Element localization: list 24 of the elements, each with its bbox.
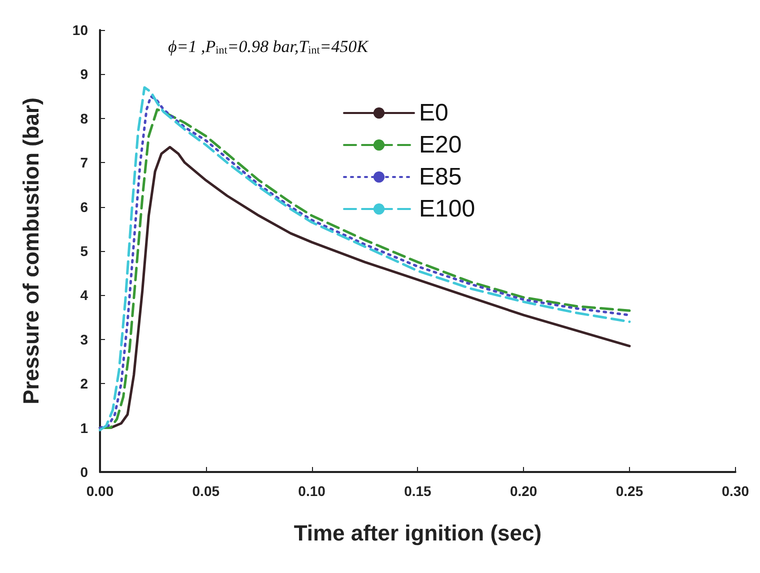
y-tick-label: 6 <box>80 198 88 215</box>
y-tick-label: 0 <box>80 464 88 480</box>
x-tick-label: 0.20 <box>510 483 538 499</box>
y-tick-label: 5 <box>80 243 88 259</box>
x-tick-label: 0.30 <box>722 483 750 499</box>
legend-label: E0 <box>419 100 448 126</box>
x-axis-title: Time after ignition (sec) <box>294 520 542 546</box>
x-tick-label: 0.10 <box>298 483 326 499</box>
x-tick-label: 0.25 <box>616 483 644 499</box>
y-tick-label: 7 <box>80 154 88 171</box>
x-tick-label: 0.15 <box>404 483 432 499</box>
y-tick-label: 2 <box>80 376 88 392</box>
y-tick-label: 8 <box>80 110 88 126</box>
y-tick-label: 1 <box>80 420 88 436</box>
legend-label: E100 <box>419 196 476 222</box>
y-tick-label: 4 <box>80 287 88 304</box>
y-tick-label: 9 <box>80 66 88 82</box>
x-tick-label: 0.00 <box>86 483 114 499</box>
legend-label: E20 <box>419 132 462 158</box>
x-tick-label: 0.05 <box>192 483 220 499</box>
legend-label: E85 <box>419 164 462 190</box>
y-axis-title: Pressure of combustion (bar) <box>18 98 44 404</box>
y-tick-label: 3 <box>80 331 88 348</box>
y-tick-label: 10 <box>72 22 88 38</box>
